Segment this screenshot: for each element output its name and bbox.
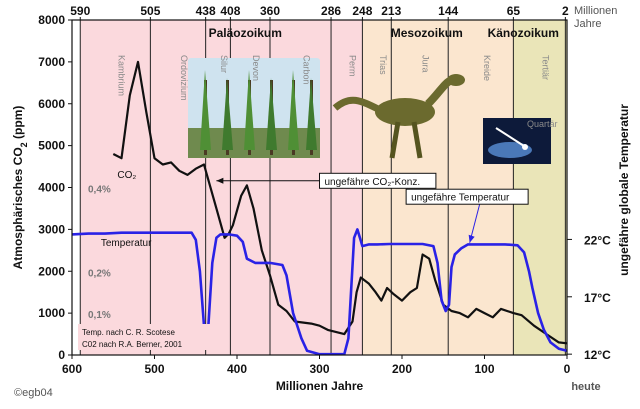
y-tick-label-4: 4000	[38, 181, 65, 195]
comet-tail	[495, 127, 525, 147]
period-band-10	[565, 20, 567, 355]
era-label-2: Känozoikum	[488, 26, 559, 40]
x-tick-label-5: 100	[474, 362, 494, 376]
pre-period-band	[72, 20, 81, 355]
dino-leg-left	[389, 121, 401, 159]
dino-leg-right	[411, 121, 423, 159]
note-background	[78, 324, 212, 350]
y-tick-label-0: 0	[58, 348, 65, 362]
co2-percent-label-0: 0,4%	[88, 185, 111, 196]
co2-percent-label-2: 0,1%	[88, 310, 111, 321]
x-axis-title: Millionen Jahre	[276, 379, 364, 393]
era-label-1: Mesozoikum	[391, 26, 463, 40]
x-tick-label-4: 200	[392, 362, 412, 376]
y-tick-label-6: 6000	[38, 97, 65, 111]
dino-body	[375, 98, 435, 126]
period-label-4: Carbon	[302, 55, 312, 85]
y-tick-label-7: 7000	[38, 55, 65, 69]
period-label-8: Kreide	[482, 55, 492, 81]
illustrations	[188, 58, 551, 164]
temp-label-1: 17°C	[584, 291, 611, 305]
x-tick-label-3: 300	[309, 362, 329, 376]
source-note-1: C02 nach R.A. Berner, 2001	[82, 340, 183, 349]
period-label-1: Ordovizium	[179, 55, 189, 101]
x-tick-label-0: 600	[62, 362, 82, 376]
period-band-8	[448, 20, 514, 355]
right-axis-title: ungefähre globale Temperatur	[617, 104, 631, 276]
y-tick-label-8: 8000	[38, 13, 65, 27]
period-label-9: Tertiär	[540, 55, 550, 80]
series-label-1: Temperatur	[101, 238, 152, 249]
copyright-label: ©egb04	[14, 387, 53, 399]
period-label-6: Trias	[378, 55, 388, 75]
y-tick-label-5: 5000	[38, 139, 65, 153]
y-tick-label-3: 3000	[38, 222, 65, 236]
comet-head	[522, 144, 528, 150]
callout-box-1	[405, 188, 529, 205]
x-tick-label-1: 500	[144, 362, 164, 376]
tree-crown-5	[306, 78, 317, 150]
today-label: heute	[571, 381, 600, 393]
x-tick-label-6: 0	[564, 362, 571, 376]
callout-label-1: ungefähre Temperatur	[411, 193, 510, 204]
x-tick-label-2: 400	[227, 362, 247, 376]
top-tick-label-7: 213	[381, 4, 401, 18]
series-label-0: CO₂	[117, 170, 136, 181]
period-label-0: Kambrium	[116, 55, 126, 96]
period-label-3: Devon	[251, 55, 261, 81]
period-label-10: Quartär	[527, 119, 558, 129]
callout-arrow-1	[468, 234, 475, 243]
callout-label-0: ungefähre CO₂-Konz.	[325, 177, 421, 188]
series-line-temperature	[71, 228, 568, 356]
co2-percent-label-1: 0,2%	[88, 268, 111, 279]
y-axis-title: Atmosphärisches CO2 (ppm)	[11, 106, 29, 270]
y-tick-label-2: 2000	[38, 264, 65, 278]
top-tick-label-10: 2	[562, 4, 569, 18]
period-band-9	[513, 20, 566, 355]
top-axis-unit-line-1: Millionen	[574, 5, 617, 17]
comet-illustration	[483, 118, 551, 164]
tree-crown-1	[222, 78, 233, 150]
temp-label-0: 22°C	[584, 233, 611, 247]
top-tick-label-8: 144	[438, 4, 458, 18]
top-tick-label-5: 286	[321, 4, 341, 18]
top-tick-label-2: 438	[196, 4, 216, 18]
period-band-0	[80, 20, 151, 355]
series-layer	[71, 60, 568, 356]
labels-layer: CO₂ Temperatur ungefähre CO₂-Konz. ungefähr…	[78, 26, 559, 350]
callout-arrow-0	[216, 177, 224, 184]
y-tick-label-1: 1000	[38, 306, 65, 320]
earth-limb	[488, 142, 532, 158]
tree-crown-0	[200, 70, 211, 150]
tree-crown-4	[288, 70, 299, 150]
period-label-7: Jura	[421, 55, 431, 73]
top-tick-label-1: 505	[140, 4, 160, 18]
dino-head	[447, 74, 465, 86]
tree-crown-3	[266, 78, 277, 150]
top-axis-unit-line-2: Jahre	[574, 18, 602, 30]
temp-label-2: 12°C	[584, 348, 611, 362]
top-tick-label-0: 590	[70, 4, 90, 18]
top-tick-label-9: 65	[507, 4, 521, 18]
series-line-co2	[112, 60, 568, 345]
period-label-5: Perm	[348, 55, 358, 77]
callout-box-0	[319, 172, 437, 189]
top-tick-label-3: 408	[220, 4, 240, 18]
grid	[79, 20, 566, 355]
tree-crown-2	[244, 70, 255, 150]
top-tick-label-4: 360	[260, 4, 280, 18]
source-note-0: Temp. nach C. R. Scotese	[82, 328, 175, 337]
dino-tail	[332, 96, 382, 114]
era-label-0: Paläozoikum	[209, 26, 282, 40]
dinosaur-illustration	[332, 74, 465, 159]
top-tick-label-6: 248	[352, 4, 372, 18]
period-label-2: Silur	[219, 55, 229, 73]
forest-illustration	[188, 58, 320, 158]
